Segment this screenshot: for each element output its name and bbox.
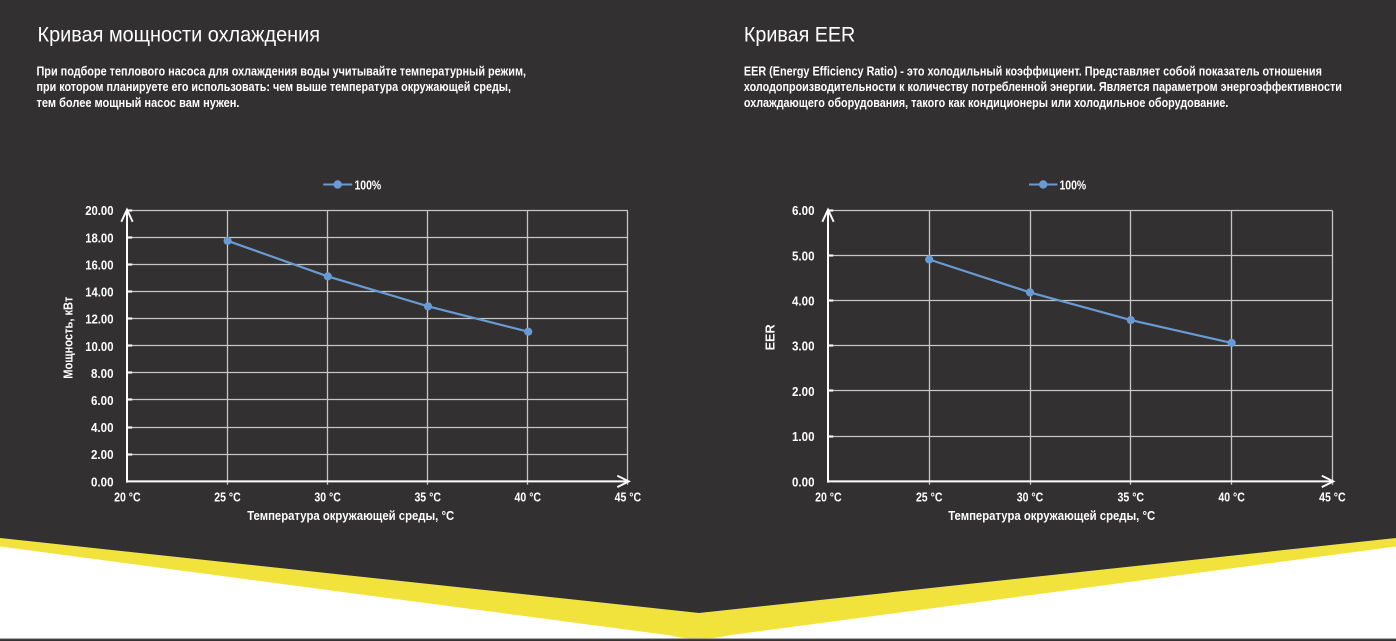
svg-text:охлаждающего оборудования, так: охлаждающего оборудования, такого как ко… (744, 95, 1229, 110)
svg-text:18.00: 18.00 (85, 230, 113, 245)
svg-text:40 °C: 40 °C (515, 490, 542, 505)
svg-text:45 °C: 45 °C (1319, 490, 1346, 505)
svg-text:100%: 100% (1060, 177, 1087, 192)
svg-text:Кривая EER: Кривая EER (744, 24, 855, 47)
svg-text:30 °C: 30 °C (314, 490, 341, 505)
svg-text:6.00: 6.00 (91, 393, 114, 408)
svg-text:10.00: 10.00 (85, 339, 113, 354)
svg-text:3.00: 3.00 (792, 339, 815, 354)
svg-text:холодопроизводительности к кол: холодопроизводительности к количеству по… (744, 79, 1342, 94)
svg-text:5.00: 5.00 (792, 248, 815, 263)
svg-text:8.00: 8.00 (91, 366, 114, 381)
svg-text:при котором планируете его исп: при котором планируете его использовать:… (37, 79, 512, 94)
svg-text:тем более мощный насос вам нуж: тем более мощный насос вам нужен. (37, 95, 240, 110)
svg-text:12.00: 12.00 (85, 312, 113, 327)
svg-text:Температура окружающей среды,: Температура окружающей среды, °C (247, 508, 455, 523)
svg-text:Мощность, кВт: Мощность, кВт (61, 297, 76, 379)
svg-text:Кривая мощности охлаждения: Кривая мощности охлаждения (38, 24, 321, 47)
svg-text:6.00: 6.00 (792, 203, 815, 218)
svg-text:40 °C: 40 °C (1218, 490, 1245, 505)
svg-text:16.00: 16.00 (85, 257, 113, 272)
svg-text:45 °C: 45 °C (615, 490, 642, 505)
svg-text:2.00: 2.00 (792, 384, 815, 399)
svg-text:При подборе теплового насоса д: При подборе теплового насоса для охлажде… (37, 64, 527, 79)
svg-text:35 °C: 35 °C (414, 490, 441, 505)
svg-text:35 °C: 35 °C (1118, 490, 1145, 505)
svg-text:25 °C: 25 °C (916, 490, 943, 505)
svg-text:30 °C: 30 °C (1017, 490, 1044, 505)
svg-text:20.00: 20.00 (85, 203, 113, 218)
svg-text:0.00: 0.00 (91, 474, 114, 489)
svg-text:25 °C: 25 °C (214, 490, 241, 505)
svg-text:20 °C: 20 °C (114, 490, 141, 505)
svg-text:0.00: 0.00 (792, 474, 815, 489)
svg-text:100%: 100% (355, 177, 382, 192)
svg-text:2.00: 2.00 (91, 447, 114, 462)
svg-text:4.00: 4.00 (91, 420, 114, 435)
svg-text:EER: EER (763, 324, 778, 351)
svg-text:EER (Energy Efficiency Ratio): EER (Energy Efficiency Ratio) - это холо… (744, 64, 1322, 79)
svg-text:20 °C: 20 °C (815, 490, 842, 505)
svg-text:Температура окружающей среды,: Температура окружающей среды, °C (948, 508, 1156, 523)
svg-text:4.00: 4.00 (792, 294, 815, 309)
svg-text:1.00: 1.00 (792, 429, 815, 444)
svg-text:14.00: 14.00 (85, 285, 113, 300)
